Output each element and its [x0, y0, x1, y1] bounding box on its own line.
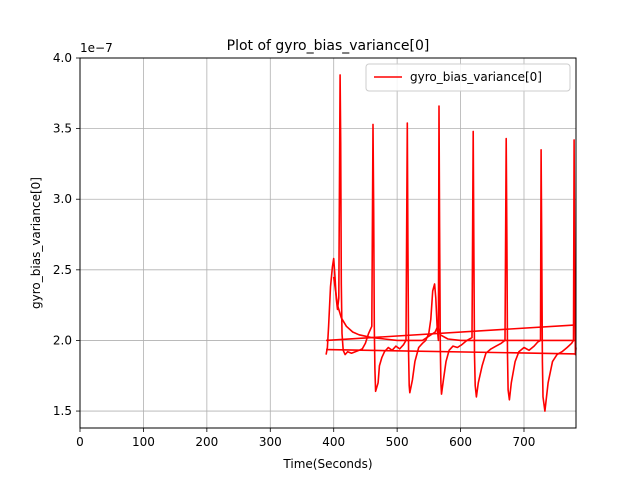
x-axis-label: Time(Seconds) [282, 457, 372, 471]
y-multiplier-label: 1e−7 [80, 41, 113, 55]
y-tick-label: 3.5 [53, 122, 72, 136]
legend-label: gyro_bias_variance[0] [410, 70, 542, 84]
x-tick-label: 300 [259, 435, 282, 449]
x-tick-label: 100 [132, 435, 155, 449]
y-tick-label: 2.0 [53, 333, 72, 347]
x-tick-label: 200 [195, 435, 218, 449]
chart-title: Plot of gyro_bias_variance[0] [227, 38, 430, 54]
x-tick-label: 700 [513, 435, 536, 449]
x-tick-label: 500 [386, 435, 409, 449]
ticks: 0 100 200 300 400 500 600 700 1.5 2.0 2.5 3.0 3.5 4.0 [53, 51, 536, 449]
axes-frame [79, 57, 577, 429]
x-tick-label: 400 [322, 435, 345, 449]
legend-box [365, 63, 571, 92]
x-tick-label: 0 [76, 435, 84, 449]
y-tick-label: 1.5 [53, 404, 72, 418]
series-line-3 [332, 276, 576, 342]
y-axis-label: gyro_bias_variance[0] [29, 177, 43, 309]
series-line-1 [326, 324, 577, 342]
plot-lines [325, 74, 577, 412]
x-tick-label: 600 [449, 435, 472, 449]
series-line-2 [326, 348, 577, 355]
y-tick-label: 3.0 [53, 192, 72, 206]
legend: gyro_bias_variance[0] [365, 63, 571, 92]
y-tick-label: 2.5 [53, 263, 72, 277]
y-tick-label: 4.0 [53, 51, 72, 65]
